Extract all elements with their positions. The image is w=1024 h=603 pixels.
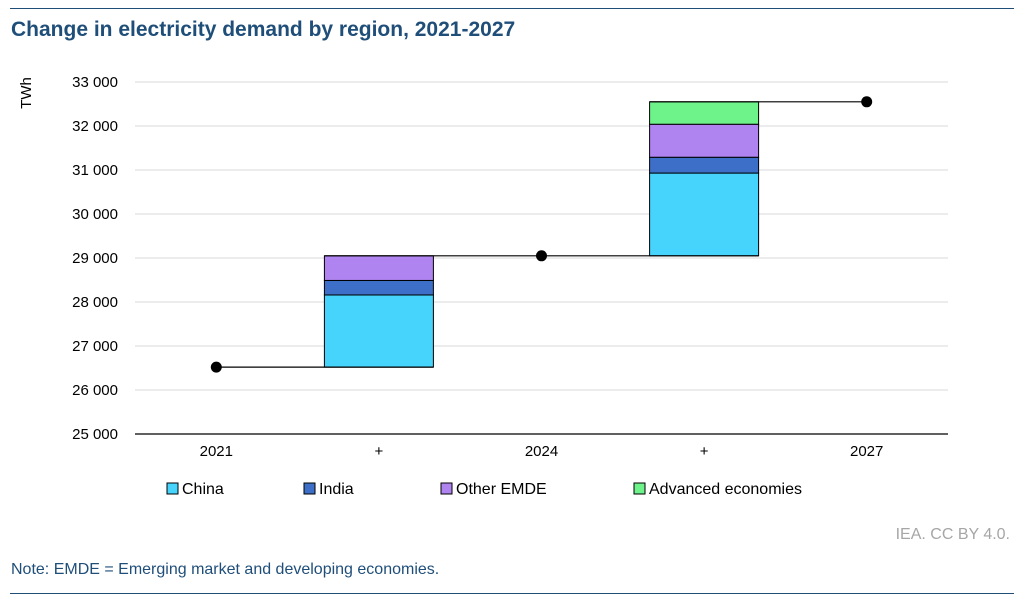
bar-segment (649, 101, 760, 125)
y-tick-label: 31 000 (72, 162, 118, 179)
y-tick-label: 30 000 (72, 206, 118, 223)
gridlines (135, 81, 948, 391)
top-rule (10, 8, 1014, 9)
connector-lines (216, 101, 867, 368)
y-tick-label: 27 000 (72, 338, 118, 355)
bottom-rule (10, 593, 1014, 594)
y-tick-label: 26 000 (72, 382, 118, 399)
total-points (210, 96, 873, 373)
total-point (861, 96, 873, 108)
bar-segment (649, 156, 760, 174)
bar-segment (323, 255, 434, 281)
x-tick-label: + (375, 443, 384, 460)
bar-segment (323, 294, 434, 368)
bars (323, 101, 760, 368)
legend-label: India (319, 481, 354, 498)
total-point (536, 250, 547, 262)
chart-note: Note: EMDE = Emerging market and develop… (11, 561, 440, 578)
bar-segment (323, 279, 434, 296)
legend-swatch (303, 482, 316, 495)
legend-label: Other EMDE (456, 481, 547, 498)
legend: China India Other EMDE Advanced economies (166, 481, 802, 498)
y-tick-label: 32 000 (72, 118, 118, 135)
bar-segment (649, 172, 760, 257)
source-credit: IEA. CC BY 4.0. (895, 526, 1010, 543)
y-tick-label: 29 000 (72, 250, 118, 267)
legend-swatch (633, 482, 646, 495)
y-axis-unit: TWh (18, 77, 35, 109)
x-tick-label: 2021 (200, 443, 233, 460)
y-tick-label: 33 000 (72, 74, 118, 91)
x-axis-ticks: 2021 +2024 +2027 (200, 443, 884, 460)
x-tick-label: 2024 (525, 443, 558, 460)
x-tick-label: + (700, 443, 709, 460)
x-tick-label: 2027 (850, 443, 883, 460)
y-axis-ticks: 25 000 26 000 27 000 28 000 29 000 30 000 31 0… (72, 74, 118, 443)
total-point (210, 361, 222, 373)
legend-label: China (182, 481, 224, 498)
legend-swatch (440, 482, 453, 495)
y-tick-label: 28 000 (72, 294, 118, 311)
chart-title: Change in electricity demand by region, … (11, 18, 516, 41)
legend-swatch (166, 482, 179, 495)
y-tick-label: 25 000 (72, 426, 118, 443)
legend-label: Advanced economies (649, 481, 802, 498)
bar-segment (649, 123, 760, 158)
